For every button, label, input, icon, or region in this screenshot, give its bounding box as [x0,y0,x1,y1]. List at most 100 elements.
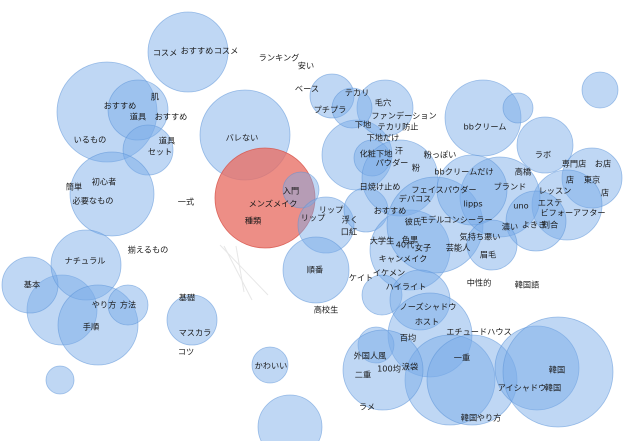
word-label: 韓国 [461,413,477,423]
word-label: 気持ち悪い [460,232,501,242]
word-bubble [361,274,403,316]
word-bubble [404,334,496,426]
word-label: 方法 [120,300,136,310]
word-bubble [581,71,619,109]
word-label: ブランド [494,182,527,192]
word-label: 高校生 [314,305,339,315]
word-label: ファンデーション [371,111,436,121]
word-bubble [389,269,451,331]
word-label: ビフォーアフター [540,208,605,218]
word-bubble [386,176,484,274]
word-label: 揃えるもの [128,245,169,255]
word-label: ラメ [359,402,375,412]
word-bubble [331,87,373,129]
word-bubble [356,79,414,137]
word-bubble [459,156,541,238]
word-bubble [147,11,229,93]
word-label: bbクリームだけ [434,167,493,177]
word-label: 基本 [24,280,40,290]
word-label: やり方 [477,413,502,423]
word-label: 粉っぽい [424,150,457,160]
word-label: bbクリーム [464,122,507,132]
word-label: プチプラ [314,105,347,115]
word-label: 一重 [454,353,470,363]
word-label: イケメン [373,268,406,278]
word-bubble [309,73,355,119]
word-bubble [426,334,518,426]
word-bubble [1,256,59,314]
word-label: lipps [463,199,482,209]
word-label: 手順 [83,322,99,332]
word-label: ナチュラル [65,256,106,266]
word-label: おすすめ [155,112,188,122]
word-bubble [444,79,522,157]
word-label: 道具 [159,136,175,146]
word-bubble [251,346,289,384]
word-bubble [369,209,451,291]
word-label: 韓国 [549,365,565,375]
background-figure [219,244,269,301]
word-label: ラボ [535,150,551,160]
word-label: おすすめ [374,206,407,216]
center-bubble [214,147,316,249]
word-bubble [357,326,395,364]
word-label: 東京 [584,175,600,185]
word-bubble [122,124,174,176]
word-label: 外国人風 [354,351,387,361]
word-label: フェイスパウダー [411,185,476,195]
word-label: 入門 [283,186,299,196]
word-label: エチュードハウス [446,327,512,337]
word-label: 口紅 [341,227,357,237]
word-label: キャンメイク [379,254,428,264]
word-label: 下地だけ [367,133,400,143]
word-label: よきき [522,220,547,230]
word-label: 100均 [377,364,401,374]
word-label: 浮く [342,215,358,225]
word-label: コスメ [153,48,178,58]
word-label: 日焼け止め [360,182,401,192]
ghost-line [223,245,253,301]
word-label: 店 [566,175,574,185]
word-bubble [297,196,355,254]
word-label: バレない [226,133,259,143]
word-bubble [505,190,567,252]
word-bubble [69,151,155,237]
word-bubble [353,139,391,177]
word-label: 彼氏 [405,217,421,227]
word-label: おすすめ [181,46,214,56]
word-label: お店 [595,159,611,169]
word-label: 基礎 [179,293,195,303]
word-label: 芸能人 [446,243,471,253]
word-label: レッスン [539,186,572,196]
word-label: 大学生 [370,236,395,246]
word-label: 安い [298,61,314,71]
word-label: 女子 [415,243,431,253]
word-label: 化粧下地 [360,149,393,159]
word-bubble [494,325,580,411]
word-label: やり方 [92,300,117,310]
word-label: テカリ [345,88,370,98]
word-label: ハイライト [386,282,427,292]
word-label: 道具 [130,112,146,122]
word-label: 40代 [396,240,415,250]
word-label: uno [513,201,528,211]
word-bubble [282,171,320,209]
word-label: 店 [601,188,609,198]
word-bubble [516,116,574,174]
word-label: 一式 [178,197,194,207]
word-label: パウダー [376,158,409,168]
word-label: いるもの [74,135,107,145]
word-label: モデル [420,215,445,225]
word-bubble [26,274,98,346]
word-label: リップ [301,213,326,223]
word-label: コツ [178,347,194,357]
word-bubble [561,147,623,209]
word-label: 眉毛 [480,250,496,260]
word-label: 涙袋 [402,362,418,372]
word-bubble [436,154,508,226]
word-bubble [107,284,149,326]
ghost-line [235,245,245,293]
word-label: 種類 [245,216,262,226]
